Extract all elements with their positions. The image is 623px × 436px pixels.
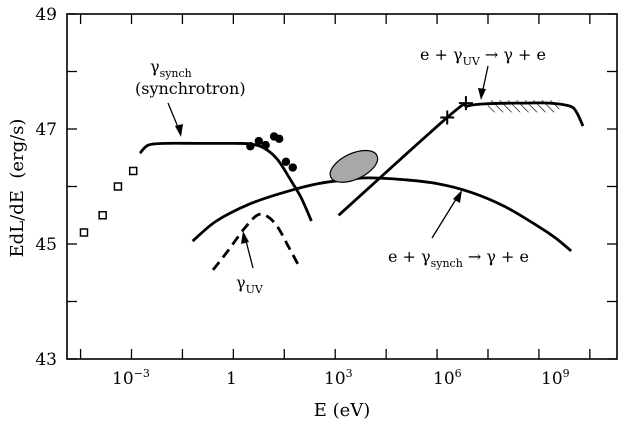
data-point-plus-1 [440,110,455,125]
data-point-plus-2 [458,96,473,111]
annotation-ic-uv-arrowhead [478,88,486,100]
series-IC-synch [191,176,573,252]
y-tick-label-47: 47 [35,120,57,140]
y-axis-title: EdL/dE (erg/s) [7,119,28,258]
data-point-open-3 [113,182,123,191]
series-layer [138,101,585,271]
y-tick-label-45: 45 [35,235,57,255]
annotation-ic-synch-label: e + γsynch → γ + e [388,247,529,270]
y-tick-label-43: 43 [35,350,57,370]
axis-ticks [67,13,617,360]
data-point-filled-3 [261,140,270,150]
data-point-filled-6 [281,157,291,166]
hatched-upper-limit [487,100,560,113]
x-axis-title: E (eV) [314,400,371,421]
shaded-ellipse [329,149,379,183]
data-point-open-2 [98,211,107,220]
marker-layer [79,96,560,237]
series-gamma-synch [138,141,313,222]
annotation-synchrotron-label: (synchrotron) [135,79,246,98]
series-gamma-UV [211,212,300,271]
x-tick-label-1e9: 109 [541,367,570,389]
annotation-ic-synch-arrowhead [453,190,462,203]
data-point-filled-7 [288,163,297,172]
annotation-synch-arrowhead [175,124,183,137]
annotation-ic-synch-arrow-line [431,195,459,239]
data-point-filled-5 [274,134,284,143]
annotation-gamma-uv-symbol: γUV [236,273,264,296]
data-point-filled-1 [246,142,255,151]
x-tick-label-1e3: 103 [324,367,353,389]
x-tick-label-1: 1 [226,369,237,389]
data-point-open-4 [128,166,138,176]
annotation-gamma-synch-symbol: γsynch [150,57,192,80]
annotation-uv-arrowhead [241,231,249,244]
annotation-ic-uv-label: e + γUV → γ + e [420,45,546,68]
x-tick-label-1e6: 106 [433,367,462,389]
data-point-filled-2 [254,136,264,146]
y-tick-label-49: 49 [35,5,57,25]
x-tick-label-1e-3: 10−3 [112,367,150,389]
data-point-open-1 [79,228,89,237]
